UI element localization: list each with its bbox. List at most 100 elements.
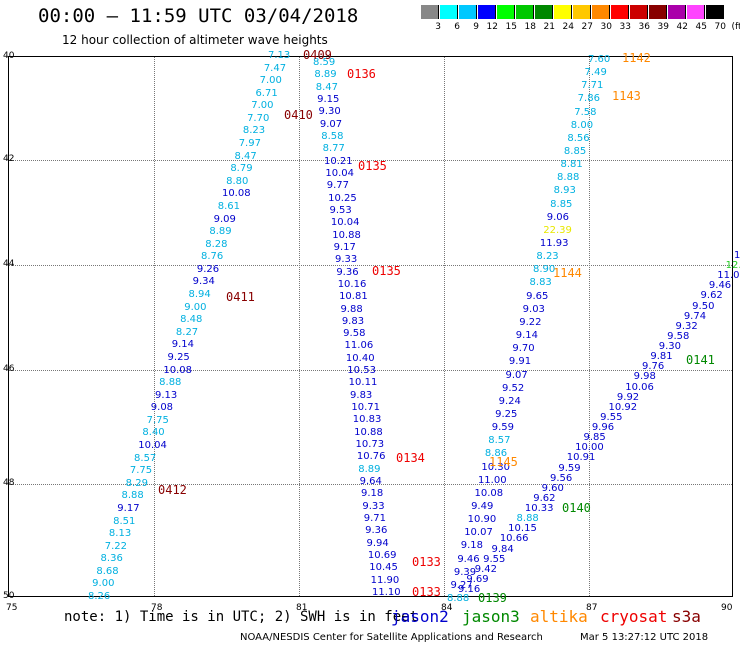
wave-height-label: 8.77 (322, 143, 345, 155)
wave-height-label: 9.18 (460, 540, 484, 552)
wave-height-label: 9.53 (329, 204, 352, 216)
wave-height-label: 11.00 (477, 474, 507, 486)
wave-height-label: 7.86 (577, 93, 600, 105)
wave-height-label: 9.13 (154, 389, 178, 401)
orbit-number-label: 0141 (686, 353, 715, 367)
wave-height-label: 9.65 (526, 290, 549, 302)
map-plot-area (8, 56, 733, 597)
wave-height-label: 8.40 (142, 427, 165, 439)
wave-height-label: 6.71 (255, 87, 278, 99)
wave-height-label: 10.83 (352, 414, 382, 426)
x-tick-label: 90 (721, 603, 733, 613)
wave-height-label: 9.00 (184, 301, 207, 313)
wave-height-label: 10.04 (325, 167, 354, 179)
colorbar-label: 6 (454, 22, 460, 32)
wave-height-label: 9.25 (495, 408, 518, 420)
wave-height-label: 7.00 (251, 100, 274, 112)
x-tick-label: 84 (441, 603, 453, 613)
latitude-gridline (9, 265, 732, 266)
wave-height-label: 9.81 (650, 351, 673, 363)
x-tick-label: 75 (6, 603, 18, 613)
wave-height-label: 8.86 (484, 448, 508, 460)
footer-timestamp: Mar 5 13:27:12 UTC 2018 (580, 632, 709, 643)
wave-height-label: 9.36 (336, 266, 359, 278)
page-title: 00:00 – 11:59 UTC 03/04/2018 (38, 5, 359, 27)
colorbar-label: 42 (676, 22, 688, 32)
wave-height-label: 8.57 (488, 435, 511, 447)
wave-height-label: 8.29 (125, 477, 148, 489)
wave-height-label: 11.03 (717, 270, 740, 282)
wave-height-label: 9.85 (583, 432, 606, 444)
wave-height-label: 9.84 (491, 543, 514, 555)
wave-height-label: 10.45 (369, 562, 398, 574)
wave-height-label: 10.91 (566, 452, 596, 464)
wave-height-label: 9.14 (171, 339, 194, 351)
colorbar-label: 39 (657, 22, 669, 32)
colorbar-swatch (668, 5, 686, 19)
wave-height-label: 9.07 (505, 369, 528, 381)
wave-height-label: 10.30 (481, 461, 511, 473)
wave-height-label: 8.88 (159, 377, 182, 389)
legend-cryosat: cryosat (600, 607, 668, 626)
orbit-number-label: 0134 (396, 451, 425, 465)
wave-height-label: 8.61 (217, 200, 241, 212)
orbit-number-label: 0139 (478, 591, 507, 605)
wave-height-label: 9.07 (319, 118, 343, 130)
colorbar-label: 3 (435, 22, 441, 32)
wave-height-label: 8.79 (230, 163, 253, 175)
colorbar-swatch (649, 5, 667, 19)
wave-height-label: 10.16 (337, 278, 367, 290)
wave-height-label: 8.80 (226, 175, 249, 187)
colorbar-label: 21 (543, 22, 555, 32)
wave-height-label: 9.00 (92, 578, 115, 590)
orbit-number-label: 0140 (562, 501, 591, 515)
wave-height-label: 10.69 (367, 550, 397, 562)
x-tick-label: 78 (151, 603, 163, 613)
wave-height-label: 8.85 (550, 198, 573, 210)
wave-height-label: 8.51 (113, 515, 136, 527)
colorbar-swatch (440, 5, 458, 19)
wave-height-label: 10.11 (348, 377, 378, 389)
wave-height-label: 9.30 (318, 106, 341, 118)
wave-height-label: 8.47 (315, 81, 338, 93)
wave-height-label: 9.33 (334, 254, 358, 266)
orbit-number-label: 1145 (489, 455, 518, 469)
wave-height-label: 8.00 (570, 119, 594, 131)
wave-height-label: 9.39 (453, 566, 477, 578)
orbit-number-label: 0412 (158, 483, 187, 497)
wave-height-label: 8.27 (175, 326, 199, 338)
wave-height-label: 8.23 (242, 125, 266, 137)
orbit-number-label: 0135 (358, 159, 387, 173)
orbit-number-label: 0135 (372, 264, 401, 278)
colorbar-swatch (535, 5, 553, 19)
colorbar-swatch (497, 5, 515, 19)
footer-credit: NOAA/NESDIS Center for Satellite Applica… (240, 632, 543, 643)
footnote: note: 1) Time is in UTC; 2) SWH is in fe… (64, 609, 419, 625)
colorbar-swatch (611, 5, 629, 19)
wave-height-label: 10.15 (508, 523, 537, 535)
latitude-gridline (9, 484, 732, 485)
longitude-gridline (299, 57, 300, 596)
wave-height-label: 9.50 (692, 300, 715, 312)
wave-height-label: 9.70 (512, 343, 535, 355)
wave-height-label: 9.18 (361, 488, 384, 500)
wave-height-label: 10.92 (608, 401, 638, 413)
wave-height-label: 9.76 (642, 361, 665, 373)
wave-height-label: 8.90 (532, 264, 556, 276)
wave-height-label: 9.55 (483, 553, 506, 565)
y-tick-label: 40 (3, 51, 15, 61)
legend-jason3: jason3 (462, 607, 520, 626)
wave-height-label: 8.59 (313, 57, 336, 68)
colorbar-label: 18 (524, 22, 536, 32)
colorbar-swatch (706, 5, 724, 19)
orbit-number-label: 0409 (303, 48, 332, 62)
wave-height-label: 9.16 (458, 584, 481, 595)
wave-height-label: 9.32 (675, 320, 698, 332)
wave-height-label: 9.14 (515, 330, 539, 342)
orbit-number-label: 0133 (412, 555, 441, 569)
wave-height-label: 12.4 (725, 260, 740, 272)
wave-height-label: 8.36 (100, 553, 123, 565)
colorbar-label: 27 (581, 22, 593, 32)
wave-height-label: 7.22 (104, 540, 127, 552)
wave-height-label: 10.40 (345, 352, 375, 364)
